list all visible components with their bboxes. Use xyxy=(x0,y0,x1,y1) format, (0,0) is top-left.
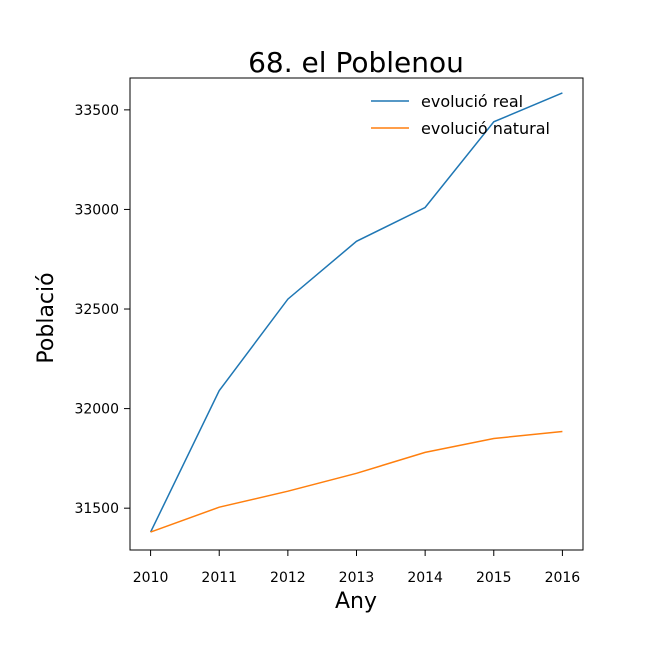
y-tick-label: 31500 xyxy=(74,501,119,517)
y-tick-label: 33500 xyxy=(74,103,119,119)
x-tick-label: 2012 xyxy=(270,570,306,586)
legend: evolució real evolució natural xyxy=(371,92,550,138)
y-tick-label: 33000 xyxy=(74,202,119,218)
x-axis-label: Any xyxy=(335,589,377,614)
x-tick-label: 2014 xyxy=(407,570,443,586)
series-line xyxy=(150,430,563,533)
x-tick-label: 2013 xyxy=(339,570,375,586)
series-lines xyxy=(149,92,563,533)
legend-label: evolució natural xyxy=(421,119,550,138)
legend-label: evolució real xyxy=(421,92,523,111)
plot-frame xyxy=(129,77,584,551)
x-axis: 2010 2011 2012 2013 2014 2015 2016 xyxy=(133,550,581,586)
y-tick-label: 32500 xyxy=(74,302,119,318)
x-tick-label: 2016 xyxy=(545,570,581,586)
y-tick-label: 32000 xyxy=(74,402,119,418)
y-axis: 31500 32000 32500 33000 33500 xyxy=(74,103,130,517)
chart-title: 68. el Poblenou xyxy=(248,46,464,79)
x-tick-label: 2010 xyxy=(133,570,169,586)
y-axis-label: Població xyxy=(34,272,59,363)
series-line xyxy=(149,92,563,533)
x-tick-label: 2011 xyxy=(201,570,237,586)
x-tick-label: 2015 xyxy=(476,570,512,586)
